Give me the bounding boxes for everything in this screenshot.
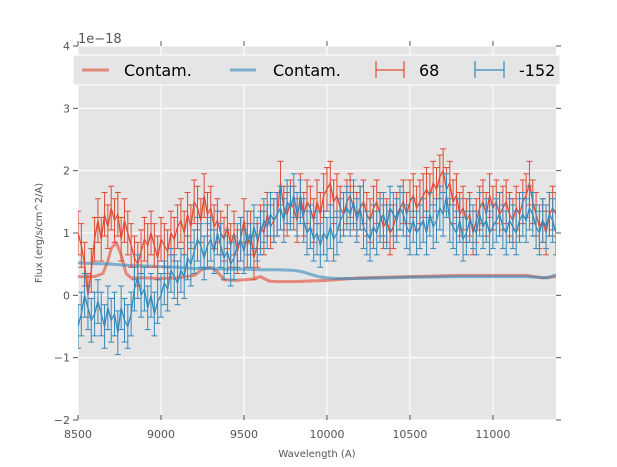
- legend-entry-68: 68: [375, 61, 439, 80]
- x-tick-label: 9500: [230, 428, 258, 441]
- legend-label-contam-red: Contam.: [124, 61, 192, 80]
- legend-label-152: -152: [519, 61, 555, 80]
- y-tick-label: 1: [63, 227, 70, 240]
- y-offset-label: 1e−18: [78, 32, 122, 47]
- x-tick-label: 11000: [475, 428, 510, 441]
- x-tick-label: 10000: [309, 428, 344, 441]
- y-tick-label: 3: [63, 102, 70, 115]
- legend-entry-contam-red: Contam.: [82, 61, 192, 80]
- plot-data: [78, 148, 556, 356]
- x-tick-label: 8500: [64, 428, 92, 441]
- x-tick-label: 9000: [147, 428, 175, 441]
- legend-swatch-errorbar-blue: [474, 61, 505, 78]
- y-tick-label: 0: [63, 289, 70, 302]
- x-axis-label: Wavelength (A): [278, 449, 355, 460]
- y-tick-label: −2: [54, 414, 70, 427]
- legend-label-68: 68: [419, 61, 439, 80]
- y-tick-label: −1: [54, 352, 70, 365]
- legend-entry-contam-blue: Contam.: [230, 61, 341, 80]
- x-tick-label: 10500: [392, 428, 427, 441]
- legend-swatch-errorbar-red: [375, 61, 405, 78]
- y-axis-ticks: −2 −1 0 1 2 3 4: [54, 40, 561, 427]
- spectrum-line--152: [78, 195, 556, 333]
- contam-line-contam_blue: [78, 261, 556, 281]
- y-axis-label: Flux (erg/s/cm^2/A): [34, 183, 45, 283]
- legend: Contam. Contam. 68 -152: [72, 54, 561, 86]
- y-tick-label: 4: [63, 40, 70, 53]
- spectra-errorbars: [78, 148, 556, 356]
- legend-label-contam-blue: Contam.: [273, 61, 341, 80]
- errorbar-series--152: [78, 173, 556, 356]
- legend-entry-152: -152: [474, 61, 555, 80]
- x-axis-ticks: 8500 9000 9500 10000 10500 11000: [64, 41, 510, 441]
- y-tick-label: 2: [63, 165, 70, 178]
